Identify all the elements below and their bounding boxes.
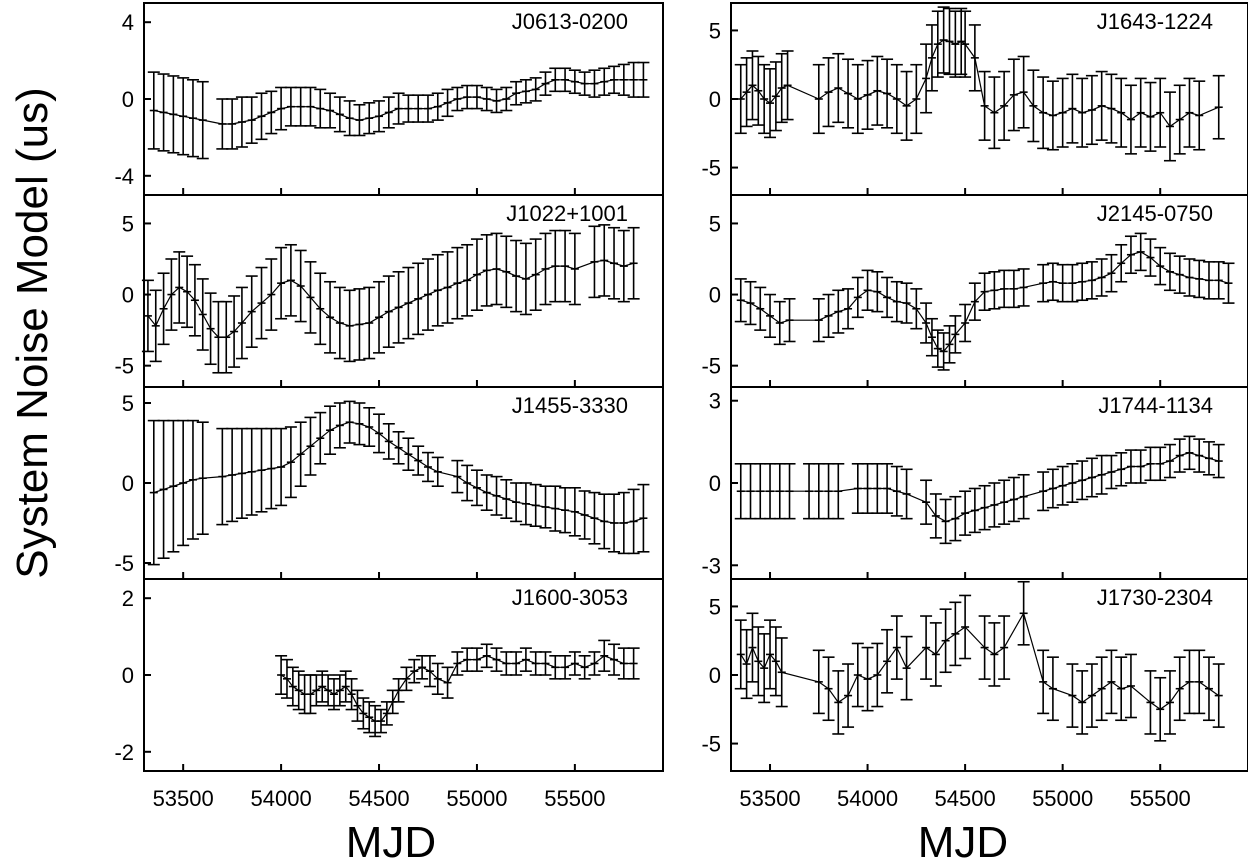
series-label: J0613-0200 [512, 9, 628, 34]
series-label: J1643-1224 [1097, 9, 1213, 34]
y-tick-label: -3 [701, 553, 721, 578]
model-curve [280, 655, 634, 722]
model-curve [147, 259, 634, 338]
y-tick-label: 0 [122, 87, 134, 112]
errorbar-point [627, 647, 640, 680]
series-label: J1744-1134 [1098, 393, 1213, 418]
y-tick-label: 5 [122, 391, 134, 416]
panel-j1643-1224: -5 0 5 J1643-1224 [701, 2, 1248, 196]
errorbar-point [275, 654, 288, 696]
x-tick-label: 54000 [837, 786, 898, 811]
x-tick-label: 54500 [348, 786, 409, 811]
model-curve [740, 611, 1220, 711]
x-tick-label: 55500 [544, 786, 605, 811]
y-tick-label: 0 [709, 471, 721, 496]
model-curve [740, 39, 1219, 128]
errorbar-point [1212, 443, 1225, 479]
y-tick-label: -5 [701, 156, 721, 181]
x-tick-label: 55000 [1032, 786, 1093, 811]
y-tick-label: 2 [122, 586, 134, 611]
y-tick-label: 0 [709, 283, 721, 308]
model-curve [740, 251, 1229, 353]
errorbar-point [519, 647, 532, 672]
panel-j1744-1134: -3 0 3 J1744-1134 [701, 386, 1248, 580]
y-tick-label: 0 [122, 663, 134, 688]
x-tick-label: 53500 [739, 786, 800, 811]
errorbar-point [734, 63, 747, 135]
y-tick-label: 4 [122, 10, 134, 35]
x-tick-label: 54000 [251, 786, 312, 811]
errorbar-point [1212, 74, 1225, 140]
x-tick-label: 54500 [935, 786, 996, 811]
errorbar-point [147, 71, 160, 150]
panel-j1730-2304: -5 0 5 53500 54000 54500 55000 55500 J1730-2304 [701, 578, 1248, 811]
y-tick-label: 5 [709, 18, 721, 43]
y-tick-label: -2 [114, 740, 134, 765]
y-tick-label: 0 [709, 87, 721, 112]
y-tick-label: -5 [114, 551, 134, 576]
y-tick-label: -4 [114, 164, 134, 189]
y-tick-label: -5 [701, 354, 721, 379]
panel-j1455-3330: -5 0 5 J1455-3330 [114, 386, 664, 580]
model-curve [740, 452, 1219, 523]
y-tick-label: 3 [709, 389, 721, 414]
panel-j2145-0750: -5 0 5 J2145-0750 [701, 194, 1248, 388]
errorbar-point [734, 278, 747, 323]
series-label: J1730-2304 [1097, 585, 1213, 610]
model-curve [153, 421, 644, 524]
series-label: J1455-3330 [512, 393, 628, 418]
y-tick-label: 0 [122, 471, 134, 496]
y-tick-label: -5 [114, 354, 134, 379]
x-tick-label: 55500 [1130, 786, 1191, 811]
errorbar-point [637, 61, 650, 98]
errorbar-point [1212, 663, 1225, 728]
panel-j1022+1001: -5 0 5 J1022+1001 [114, 194, 664, 388]
y-tick-label: 5 [709, 594, 721, 619]
y-tick-label: 5 [709, 211, 721, 236]
x-tick-label: 55000 [446, 786, 507, 811]
y-tick-label: 5 [122, 211, 134, 236]
model-curve [153, 79, 644, 125]
x-axis-label-left: MJD [346, 818, 436, 862]
y-axis-label: System Noise Model (us) [8, 87, 57, 578]
series-label: J2145-0750 [1097, 201, 1213, 226]
errorbar-point [147, 419, 160, 566]
errorbar-point [627, 226, 640, 300]
x-axis-label-right: MJD [918, 818, 1008, 862]
panels: -4 0 4 J0613-0200 -5 0 5 J1022+1001 -5 0 5 J1455-33… [114, 2, 1248, 811]
panel-j1600-3053: -2 0 2 53500 54000 54500 55000 55500 J1600-3053 [114, 578, 664, 811]
errorbar-point [637, 483, 650, 553]
y-tick-label: 0 [709, 663, 721, 688]
series-label: J1022+1001 [506, 201, 628, 226]
y-tick-label: -5 [701, 732, 721, 757]
series-label: J1600-3053 [512, 585, 628, 610]
x-tick-label: 53500 [153, 786, 214, 811]
panel-j0613-0200: -4 0 4 J0613-0200 [114, 2, 664, 196]
y-tick-label: 0 [122, 283, 134, 308]
